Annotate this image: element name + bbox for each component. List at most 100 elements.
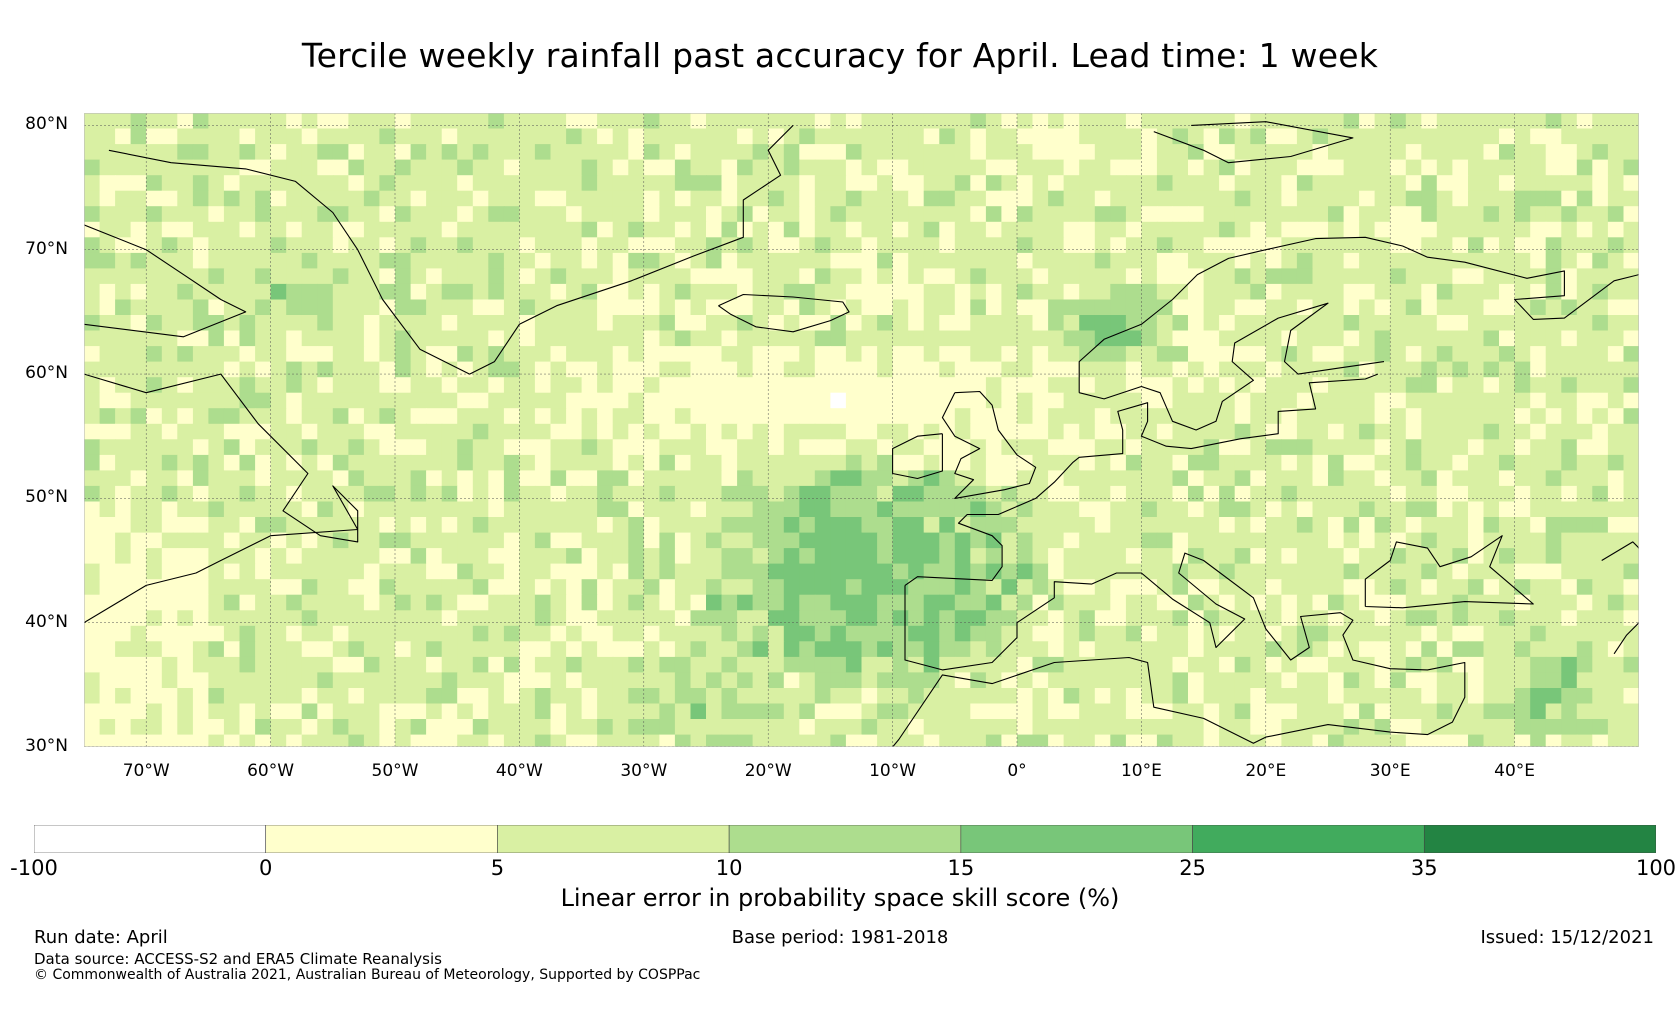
skill-cell bbox=[270, 113, 287, 130]
skill-cell bbox=[1530, 719, 1547, 736]
skill-cell bbox=[814, 548, 831, 565]
skill-cell bbox=[1545, 175, 1562, 192]
skill-cell bbox=[550, 656, 567, 673]
skill-cell bbox=[1530, 579, 1547, 596]
skill-cell bbox=[1623, 283, 1639, 300]
skill-cell bbox=[550, 501, 567, 518]
skill-cell bbox=[146, 594, 163, 611]
skill-cell bbox=[877, 144, 894, 161]
skill-cell bbox=[270, 625, 287, 642]
skill-cell bbox=[1312, 454, 1329, 471]
skill-cell bbox=[1219, 392, 1236, 409]
skill-cell bbox=[84, 346, 101, 363]
skill-cell bbox=[270, 548, 287, 565]
skill-cell bbox=[1032, 113, 1049, 130]
skill-cell bbox=[690, 408, 707, 425]
skill-cell bbox=[737, 346, 754, 363]
skill-cell bbox=[985, 221, 1002, 238]
skill-cell bbox=[1079, 423, 1096, 440]
skill-cell bbox=[939, 439, 956, 456]
skill-cell bbox=[84, 734, 101, 747]
skill-cell bbox=[1219, 470, 1236, 487]
skill-cell bbox=[1421, 237, 1438, 254]
skill-cell bbox=[1421, 144, 1438, 161]
skill-cell bbox=[301, 579, 318, 596]
skill-cell bbox=[752, 703, 769, 720]
skill-cell bbox=[814, 268, 831, 285]
skill-cell bbox=[1156, 159, 1174, 176]
skill-cell bbox=[1017, 159, 1034, 176]
skill-cell bbox=[1421, 315, 1438, 332]
skill-cell bbox=[1032, 361, 1049, 378]
skill-cell bbox=[115, 190, 132, 207]
skill-cell bbox=[1623, 625, 1639, 642]
skill-cell bbox=[223, 563, 241, 580]
skill-cell bbox=[597, 315, 614, 332]
skill-cell bbox=[768, 144, 785, 161]
skill-cell bbox=[970, 408, 987, 425]
skill-cell bbox=[861, 113, 878, 130]
skill-cell bbox=[737, 408, 754, 425]
skill-cell bbox=[1499, 485, 1516, 502]
skill-cell bbox=[1328, 485, 1345, 502]
skill-cell bbox=[985, 299, 1002, 316]
skill-cell bbox=[877, 719, 894, 736]
skill-cell bbox=[783, 221, 800, 238]
skill-cell bbox=[395, 377, 412, 394]
skill-cell bbox=[643, 454, 660, 471]
skill-cell bbox=[581, 594, 598, 611]
skill-cell bbox=[1359, 252, 1376, 269]
skill-cell bbox=[674, 113, 692, 130]
skill-cell bbox=[1001, 594, 1018, 611]
skill-cell bbox=[1576, 221, 1593, 238]
skill-cell bbox=[1125, 175, 1142, 192]
skill-cell bbox=[597, 330, 614, 347]
skill-cell bbox=[146, 113, 163, 130]
skill-cell bbox=[1452, 221, 1469, 238]
skill-cell bbox=[1405, 159, 1422, 176]
skill-cell bbox=[597, 423, 614, 440]
skill-cell bbox=[923, 268, 940, 285]
skill-cell bbox=[503, 454, 521, 471]
skill-cell bbox=[768, 656, 785, 673]
skill-cell bbox=[970, 346, 987, 363]
skill-cell bbox=[395, 206, 412, 223]
skill-cell bbox=[472, 703, 489, 720]
skill-cell bbox=[1125, 408, 1142, 425]
skill-cell bbox=[814, 283, 831, 300]
skill-cell bbox=[737, 672, 754, 689]
skill-cell bbox=[985, 144, 1002, 161]
skill-cell bbox=[566, 128, 583, 145]
skill-cell bbox=[441, 641, 458, 658]
skill-cell bbox=[519, 144, 536, 161]
skill-cell bbox=[1265, 377, 1282, 394]
skill-cell bbox=[783, 625, 800, 642]
skill-cell bbox=[752, 641, 769, 658]
skill-cell bbox=[783, 485, 800, 502]
skill-cell bbox=[503, 206, 521, 223]
skill-cell bbox=[84, 439, 101, 456]
skill-cell bbox=[1079, 579, 1096, 596]
skill-cell bbox=[830, 563, 847, 580]
skill-cell bbox=[1265, 719, 1282, 736]
skill-cell bbox=[1576, 392, 1593, 409]
skill-cell bbox=[566, 299, 583, 316]
skill-cell bbox=[659, 190, 676, 207]
skill-cell bbox=[706, 190, 723, 207]
skill-cell bbox=[830, 641, 847, 658]
skill-cell bbox=[1607, 672, 1625, 689]
skill-cell bbox=[255, 594, 272, 611]
skill-cell bbox=[985, 315, 1002, 332]
skill-cell bbox=[1094, 361, 1111, 378]
skill-cell bbox=[1017, 501, 1034, 518]
skill-cell bbox=[1094, 299, 1111, 316]
skill-cell bbox=[1623, 128, 1639, 145]
skill-cell bbox=[752, 454, 769, 471]
skill-cell bbox=[1561, 252, 1578, 269]
skill-cell bbox=[348, 703, 365, 720]
skill-cell bbox=[177, 113, 194, 130]
skill-cell bbox=[1172, 144, 1189, 161]
skill-cell bbox=[255, 268, 272, 285]
skill-cell bbox=[1452, 315, 1469, 332]
skill-cell bbox=[908, 532, 925, 549]
